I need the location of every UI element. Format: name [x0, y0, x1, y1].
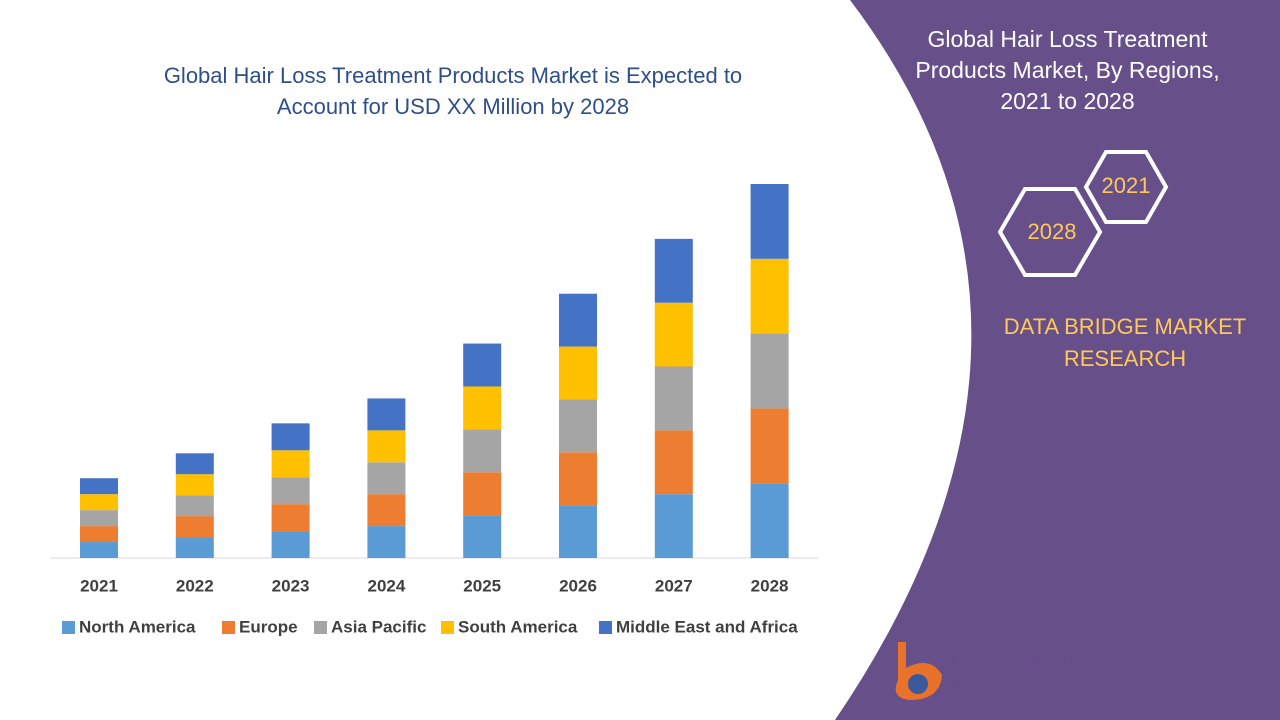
bar-segment: [175, 474, 214, 496]
legend-label: Europe: [239, 617, 298, 636]
bar-segment: [463, 386, 502, 430]
bar-segment: [367, 462, 406, 495]
bar-segment: [80, 526, 118, 543]
legend-label: Asia Pacific: [331, 617, 426, 636]
side-panel-bg: [835, 0, 1280, 720]
bar-segment: [463, 429, 502, 473]
bar-segment: [367, 398, 406, 431]
bar-segment: [175, 537, 214, 558]
bar-segment: [463, 343, 502, 387]
bar-segment: [80, 478, 118, 495]
bar-segment: [654, 302, 693, 367]
bar-segment: [271, 531, 310, 558]
x-tick-label: 2027: [655, 576, 693, 595]
hex-label: 2021: [1102, 173, 1151, 198]
logo-mark: [895, 642, 942, 700]
bar-segment: [463, 472, 502, 516]
bar-segment: [750, 483, 789, 558]
bar-segment: [750, 408, 789, 484]
legend-swatch: [62, 621, 75, 634]
x-tick-label: 2026: [559, 576, 597, 595]
bar-segment: [463, 515, 502, 558]
bar-segment: [750, 184, 789, 259]
bar-segment: [80, 494, 118, 511]
bar-segment: [559, 293, 597, 347]
x-tick-label: 2025: [463, 576, 501, 595]
hexagon: [997, 187, 1103, 277]
bar-segment: [559, 399, 597, 453]
x-tick-label: 2021: [80, 576, 118, 595]
legend-label: Middle East and Africa: [616, 617, 798, 636]
bar-segment: [559, 452, 597, 506]
bar-segment: [367, 430, 406, 463]
x-tick-label: 2028: [751, 576, 789, 595]
legend-label: North America: [79, 617, 196, 636]
legend-swatch: [314, 621, 327, 634]
bar-segment: [367, 526, 406, 558]
bar-segment: [271, 504, 310, 532]
x-tick-label: 2022: [176, 576, 214, 595]
bar-segment: [654, 430, 693, 495]
bar-segment: [367, 494, 406, 527]
hexagon: [1083, 150, 1169, 224]
legend-label: South America: [458, 617, 578, 636]
logo-name: DATA BRIDGE: [950, 650, 1074, 671]
logo-mark: [908, 674, 928, 694]
hex-label: 2028: [1028, 219, 1077, 244]
panel-title: Global Hair Loss Treatment Products Mark…: [915, 26, 1220, 114]
legend-swatch: [599, 621, 612, 634]
bar-segment: [80, 510, 118, 527]
x-tick-label: 2024: [367, 576, 405, 595]
bar-segment: [559, 346, 597, 400]
chart-title: Global Hair Loss Treatment Products Mark…: [163, 63, 743, 119]
legend-swatch: [222, 621, 235, 634]
bar-segment: [175, 453, 214, 475]
bar-segment: [750, 333, 789, 409]
x-tick-label: 2023: [272, 576, 310, 595]
bar-segment: [271, 423, 310, 451]
legend-swatch: [441, 621, 454, 634]
brand: DATA BRIDGE MARKET RESEARCH: [1003, 314, 1247, 371]
bar-segment: [559, 505, 597, 558]
bar-segment: [80, 542, 118, 558]
bar-segment: [654, 238, 693, 303]
bar-segment: [175, 516, 214, 538]
bar-segment: [750, 258, 789, 334]
bar-segment: [654, 366, 693, 431]
bar-segment: [175, 495, 214, 517]
bar-segment: [271, 450, 310, 478]
bar-segment: [654, 494, 693, 558]
bar-segment: [271, 477, 310, 505]
logo-tagline: MARKET RESEARCH: [952, 676, 1087, 686]
